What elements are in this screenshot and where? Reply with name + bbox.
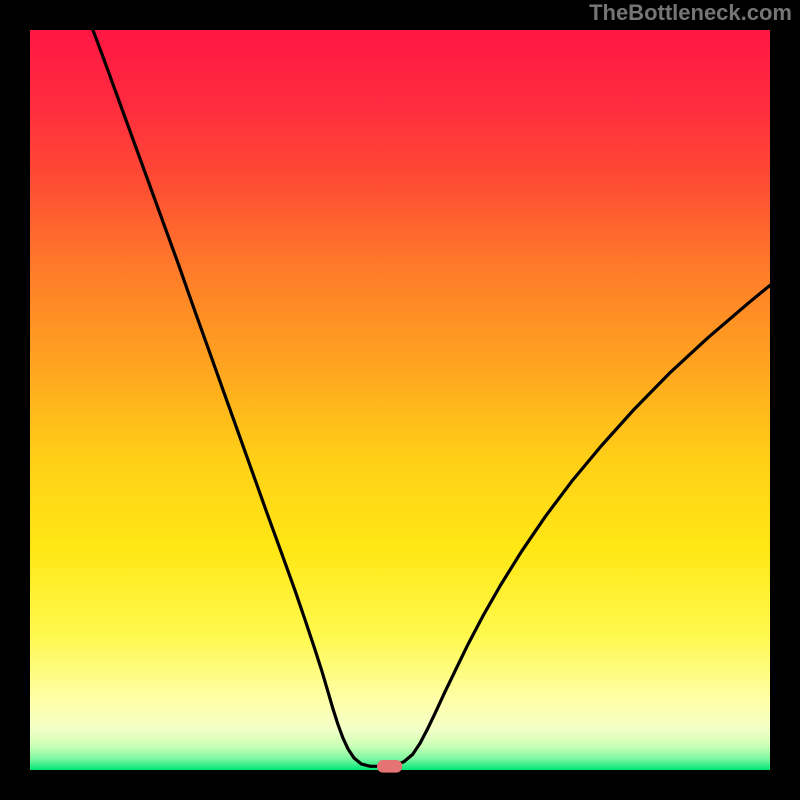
chart-svg (0, 0, 800, 800)
chart-stage: TheBottleneck.com (0, 0, 800, 800)
plot-gradient-background (30, 30, 770, 770)
valley-marker (377, 760, 402, 773)
watermark-text: TheBottleneck.com (589, 0, 792, 26)
